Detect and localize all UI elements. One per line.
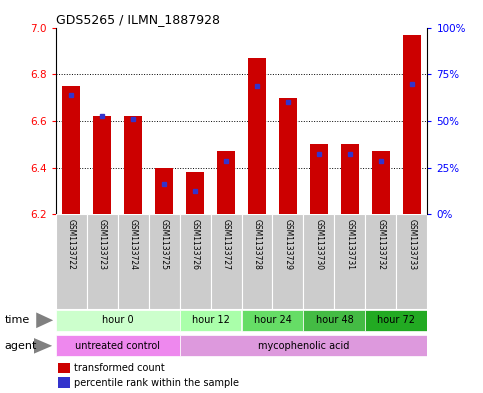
Text: GSM1133726: GSM1133726 <box>190 219 199 270</box>
Bar <box>62 86 80 214</box>
Bar <box>303 214 334 309</box>
Bar <box>341 144 359 214</box>
Bar <box>86 214 117 309</box>
Text: agent: agent <box>5 341 37 351</box>
Bar <box>56 335 180 356</box>
Bar <box>279 97 297 214</box>
Text: hour 24: hour 24 <box>254 315 291 325</box>
Text: GSM1133732: GSM1133732 <box>376 219 385 270</box>
Text: transformed count: transformed count <box>74 363 165 373</box>
Bar <box>372 151 390 214</box>
Text: GDS5265 / ILMN_1887928: GDS5265 / ILMN_1887928 <box>56 13 220 26</box>
Text: GSM1133722: GSM1133722 <box>67 219 75 270</box>
Text: GSM1133725: GSM1133725 <box>159 219 169 270</box>
Bar <box>334 214 366 309</box>
Text: mycophenolic acid: mycophenolic acid <box>258 341 349 351</box>
Polygon shape <box>36 312 53 328</box>
Bar <box>403 35 421 214</box>
Bar <box>93 116 112 214</box>
Bar <box>248 58 266 214</box>
Bar <box>303 310 366 331</box>
Text: GSM1133728: GSM1133728 <box>253 219 261 270</box>
Bar <box>124 116 142 214</box>
Text: hour 48: hour 48 <box>315 315 354 325</box>
Text: percentile rank within the sample: percentile rank within the sample <box>74 378 239 387</box>
Bar <box>366 214 397 309</box>
Bar <box>58 377 70 387</box>
Text: GSM1133724: GSM1133724 <box>128 219 138 270</box>
Bar <box>272 214 303 309</box>
Bar <box>56 214 86 309</box>
Bar <box>242 214 272 309</box>
Bar <box>217 151 235 214</box>
Bar <box>397 214 427 309</box>
Text: GSM1133727: GSM1133727 <box>222 219 230 270</box>
Bar <box>180 335 427 356</box>
Polygon shape <box>34 338 52 354</box>
Text: GSM1133733: GSM1133733 <box>408 219 416 270</box>
Text: GSM1133730: GSM1133730 <box>314 219 324 270</box>
Text: GSM1133723: GSM1133723 <box>98 219 107 270</box>
Text: GSM1133729: GSM1133729 <box>284 219 293 270</box>
Text: GSM1133731: GSM1133731 <box>345 219 355 270</box>
Bar <box>117 214 149 309</box>
Text: hour 12: hour 12 <box>192 315 229 325</box>
Text: hour 0: hour 0 <box>102 315 133 325</box>
Bar <box>56 310 180 331</box>
Bar <box>186 172 204 214</box>
Text: hour 72: hour 72 <box>377 315 415 325</box>
Bar <box>310 144 328 214</box>
Bar <box>366 310 427 331</box>
Bar <box>155 167 173 214</box>
Bar <box>58 362 70 373</box>
Text: time: time <box>5 315 30 325</box>
Bar <box>180 310 242 331</box>
Bar <box>211 214 242 309</box>
Text: untreated control: untreated control <box>75 341 160 351</box>
Bar <box>242 310 303 331</box>
Bar <box>180 214 211 309</box>
Bar <box>149 214 180 309</box>
